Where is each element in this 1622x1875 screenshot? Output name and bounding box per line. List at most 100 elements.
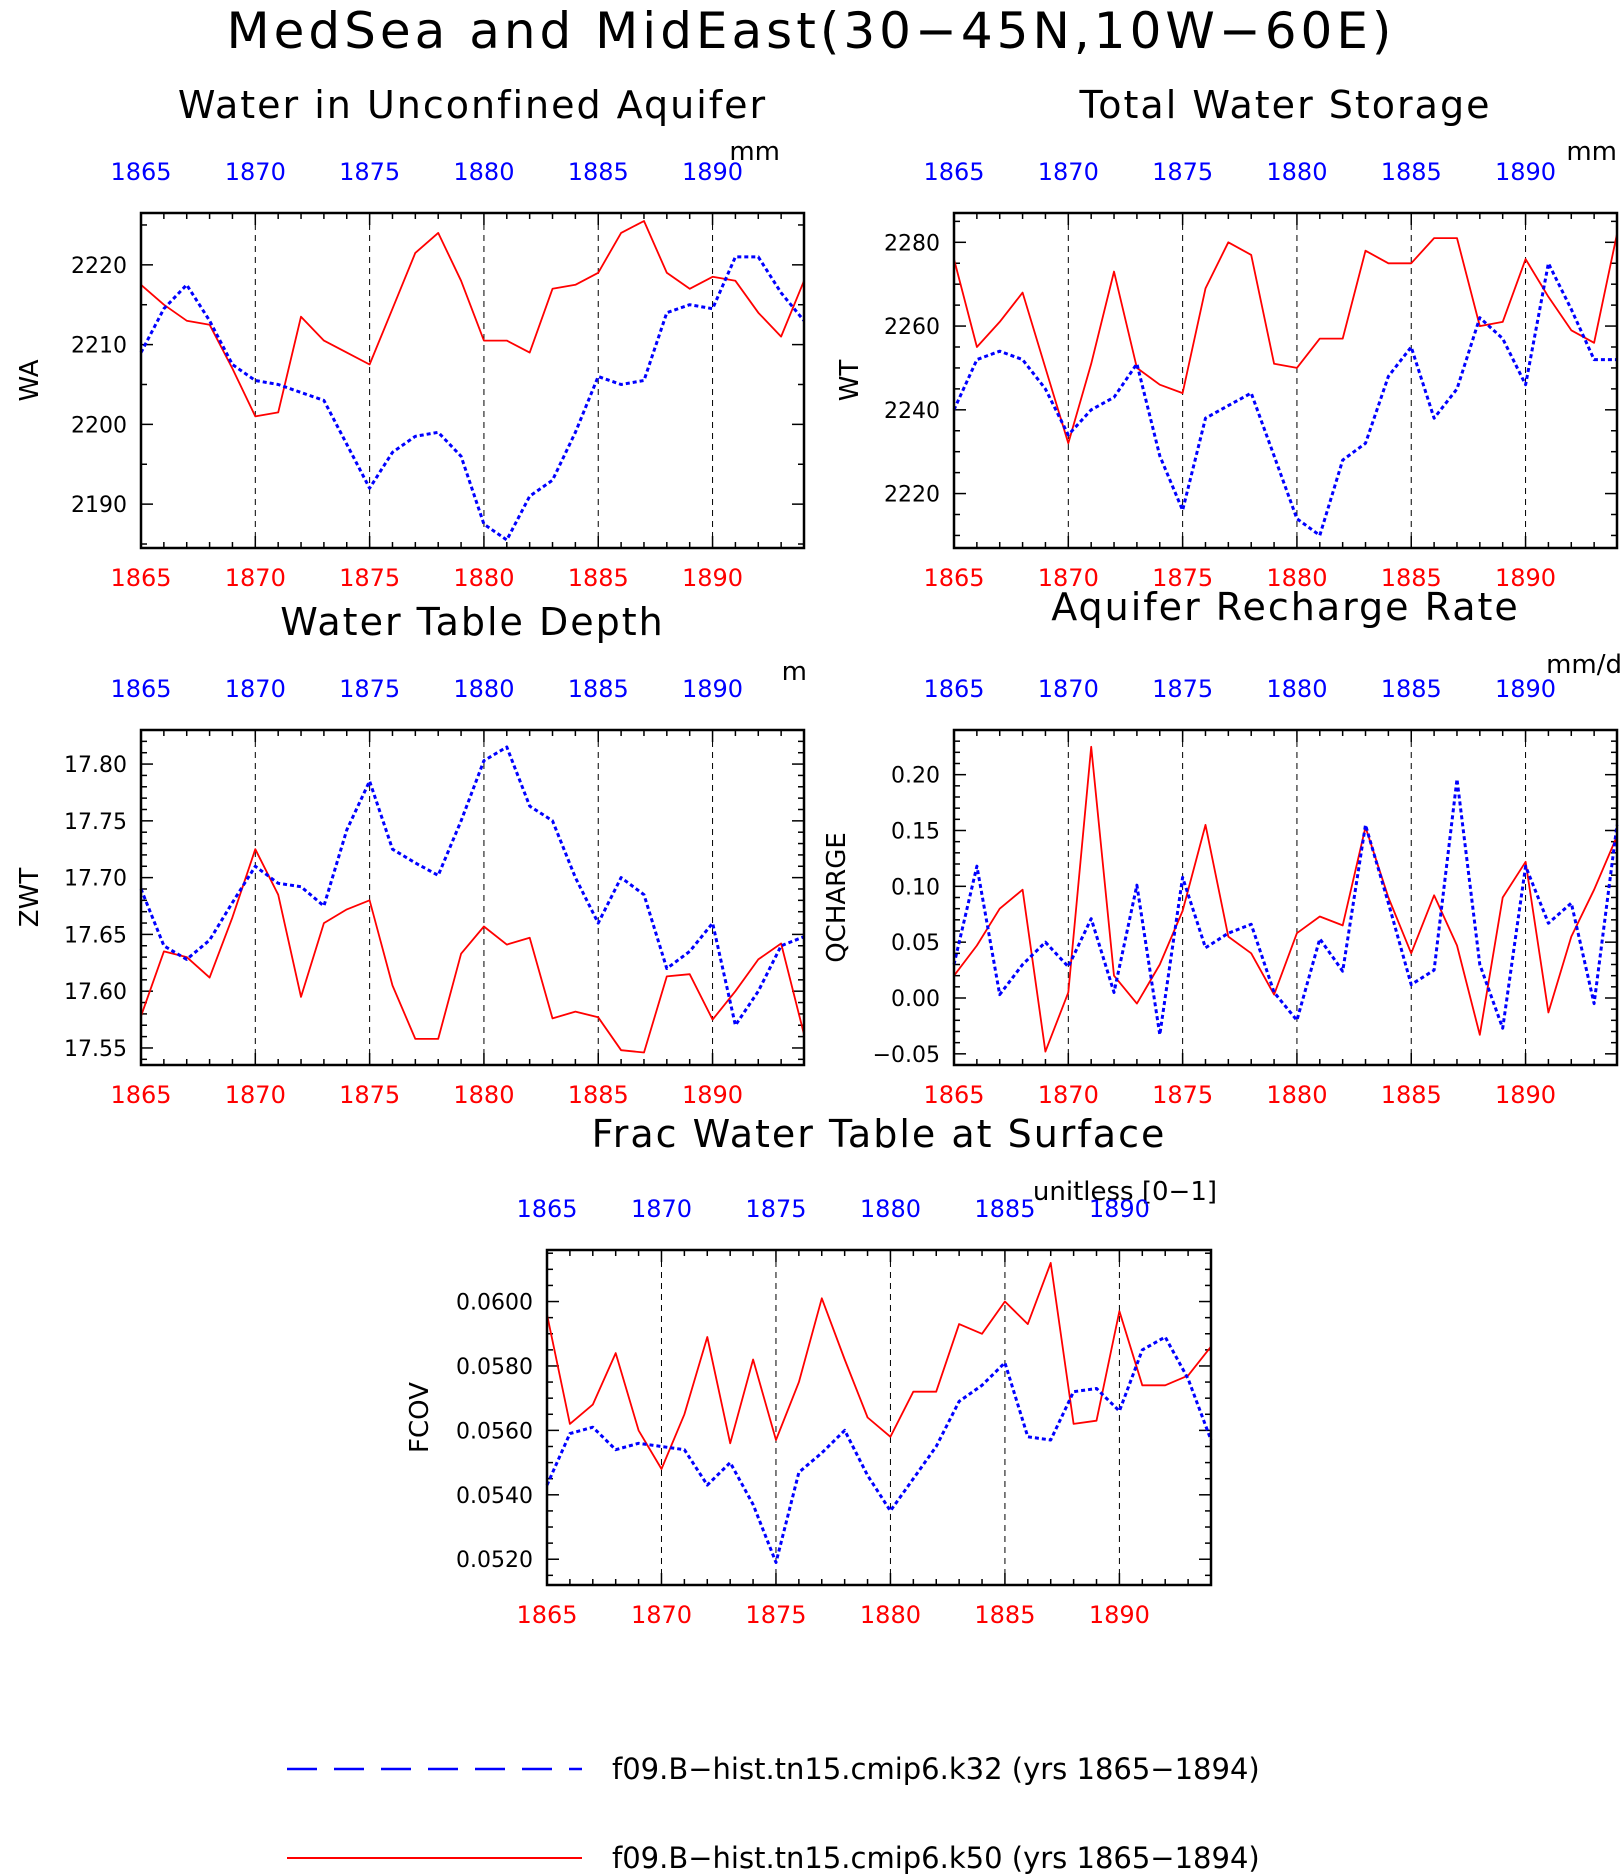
x-tick-label-top: 1870 (1038, 675, 1099, 703)
series-line-k32 (952, 261, 1617, 537)
series-line-k50 (546, 1262, 1212, 1470)
x-tick-label-bottom: 1880 (453, 1081, 514, 1109)
x-tick-label-bottom: 1865 (110, 564, 171, 592)
series-line-k32 (139, 745, 805, 1027)
panel-title: Water in Unconfined Aquifer (178, 83, 767, 127)
x-tick-label-top: 1890 (1089, 1195, 1150, 1223)
y-axis-label: FCOV (405, 1382, 435, 1453)
y-tick-label: 2220 (71, 254, 127, 279)
y-tick-label: 0.00 (891, 987, 940, 1012)
y-tick-label: 2210 (71, 334, 127, 359)
y-tick-label: 0.0540 (456, 1484, 533, 1509)
x-tick-label-top: 1890 (682, 158, 743, 186)
x-tick-label-bottom: 1885 (974, 1601, 1035, 1629)
y-tick-label: 2240 (884, 399, 940, 424)
panel-water-in-unconfined-aquifer: Water in Unconfined Aquifer mm WA 1865 1865 1… (15, 83, 806, 592)
legend-label-k32: f09.B−hist.tn15.cmip6.k32 (yrs 1865−1894… (612, 1752, 1260, 1786)
y-tick-label: 17.75 (64, 810, 127, 835)
plot-frame (545, 1248, 1213, 1587)
x-tick-label-bottom: 1865 (110, 1081, 171, 1109)
x-tick-label-top: 1885 (974, 1195, 1035, 1223)
x-tick-label-bottom: 1875 (1152, 564, 1213, 592)
x-tick-label-top: 1865 (110, 158, 171, 186)
x-tick-label-top: 1875 (1152, 675, 1213, 703)
x-tick-label-top: 1865 (923, 675, 984, 703)
y-tick-label: 17.65 (64, 923, 127, 948)
x-tick-label-top: 1880 (1266, 158, 1327, 186)
panel-title: Water Table Depth (280, 600, 665, 644)
x-tick-label-top: 1875 (1152, 158, 1213, 186)
plot-frame (139, 728, 806, 1067)
series-line-k50 (953, 233, 1618, 445)
x-tick-label-bottom: 1870 (225, 564, 286, 592)
units-label: mm (729, 137, 780, 167)
x-tick-label-top: 1875 (745, 1195, 806, 1223)
panel-water-table-depth: Water Table Depth m ZWT 1865 1865 1870 1870 187… (15, 600, 807, 1109)
x-tick-label-top: 1865 (516, 1195, 577, 1223)
x-tick-label-top: 1890 (1495, 158, 1556, 186)
y-tick-label: −0.05 (873, 1043, 940, 1068)
panel-title: Frac Water Table at Surface (592, 1112, 1167, 1156)
x-tick-label-bottom: 1870 (1038, 1081, 1099, 1109)
x-tick-label-bottom: 1870 (631, 1601, 692, 1629)
x-tick-label-bottom: 1870 (225, 1081, 286, 1109)
y-tick-label: 2200 (71, 413, 127, 438)
x-tick-label-bottom: 1880 (1266, 564, 1327, 592)
x-tick-label-bottom: 1875 (339, 1081, 400, 1109)
y-tick-label: 2190 (71, 493, 127, 518)
x-tick-label-bottom: 1890 (1089, 1601, 1150, 1629)
y-tick-label: 17.70 (64, 867, 127, 892)
x-tick-label-bottom: 1890 (682, 564, 743, 592)
x-tick-label-top: 1885 (1381, 675, 1442, 703)
x-tick-label-bottom: 1880 (1266, 1081, 1327, 1109)
plot-frame (952, 211, 1619, 550)
units-label: m (782, 657, 807, 687)
x-tick-label-top: 1875 (339, 675, 400, 703)
x-tick-label-top: 1885 (1381, 158, 1442, 186)
units-label: mm/d (1546, 650, 1622, 680)
x-tick-label-top: 1885 (568, 675, 629, 703)
legend-label-k50: f09.B−hist.tn15.cmip6.k50 (yrs 1865−1894… (612, 1841, 1260, 1875)
series-line-k32 (139, 255, 806, 542)
y-axis-label: QCHARGE (822, 832, 852, 963)
x-tick-label-top: 1880 (453, 675, 514, 703)
plot-frame (139, 211, 806, 550)
series-line-k50 (953, 745, 1618, 1053)
x-tick-label-top: 1880 (1266, 675, 1327, 703)
y-tick-label: 17.60 (64, 980, 127, 1005)
series-line-k32 (952, 777, 1619, 1037)
panel-title: Aquifer Recharge Rate (1051, 585, 1520, 629)
panel-frac-water-table-at-surface: Frac Water Table at Surface unitless [0−1… (405, 1112, 1217, 1629)
y-tick-label: 0.0520 (456, 1548, 533, 1573)
panel-total-water-storage: Total Water Storage mm WT 1865 1865 1870 1870 1… (835, 83, 1619, 592)
x-tick-label-bottom: 1865 (516, 1601, 577, 1629)
x-tick-label-bottom: 1885 (568, 564, 629, 592)
x-tick-label-bottom: 1890 (1495, 1081, 1556, 1109)
x-tick-label-top: 1870 (225, 158, 286, 186)
x-tick-label-top: 1890 (682, 675, 743, 703)
x-tick-label-bottom: 1885 (1381, 1081, 1442, 1109)
x-tick-label-bottom: 1885 (568, 1081, 629, 1109)
units-label: mm (1566, 137, 1617, 167)
y-tick-label: 0.0580 (456, 1355, 533, 1380)
x-tick-label-top: 1865 (110, 675, 171, 703)
y-axis-label: WA (15, 359, 45, 401)
x-tick-label-top: 1880 (860, 1195, 921, 1223)
series-line-k32 (545, 1335, 1213, 1564)
series-line-k50 (140, 220, 805, 418)
x-tick-label-bottom: 1875 (339, 564, 400, 592)
x-tick-label-bottom: 1875 (1152, 1081, 1213, 1109)
x-tick-label-bottom: 1890 (682, 1081, 743, 1109)
x-tick-label-top: 1865 (923, 158, 984, 186)
y-tick-label: 17.55 (64, 1037, 127, 1062)
y-axis-label: WT (835, 360, 865, 402)
y-tick-label: 0.15 (891, 820, 940, 845)
y-tick-label: 0.0560 (456, 1419, 533, 1444)
series-line-k50 (140, 848, 805, 1054)
panel-aquifer-recharge-rate: Aquifer Recharge Rate mm/d QCHARGE 1865 1865… (822, 585, 1622, 1109)
x-tick-label-top: 1870 (631, 1195, 692, 1223)
x-tick-label-bottom: 1870 (1038, 564, 1099, 592)
y-tick-label: 2260 (884, 315, 940, 340)
x-tick-label-top: 1870 (1038, 158, 1099, 186)
